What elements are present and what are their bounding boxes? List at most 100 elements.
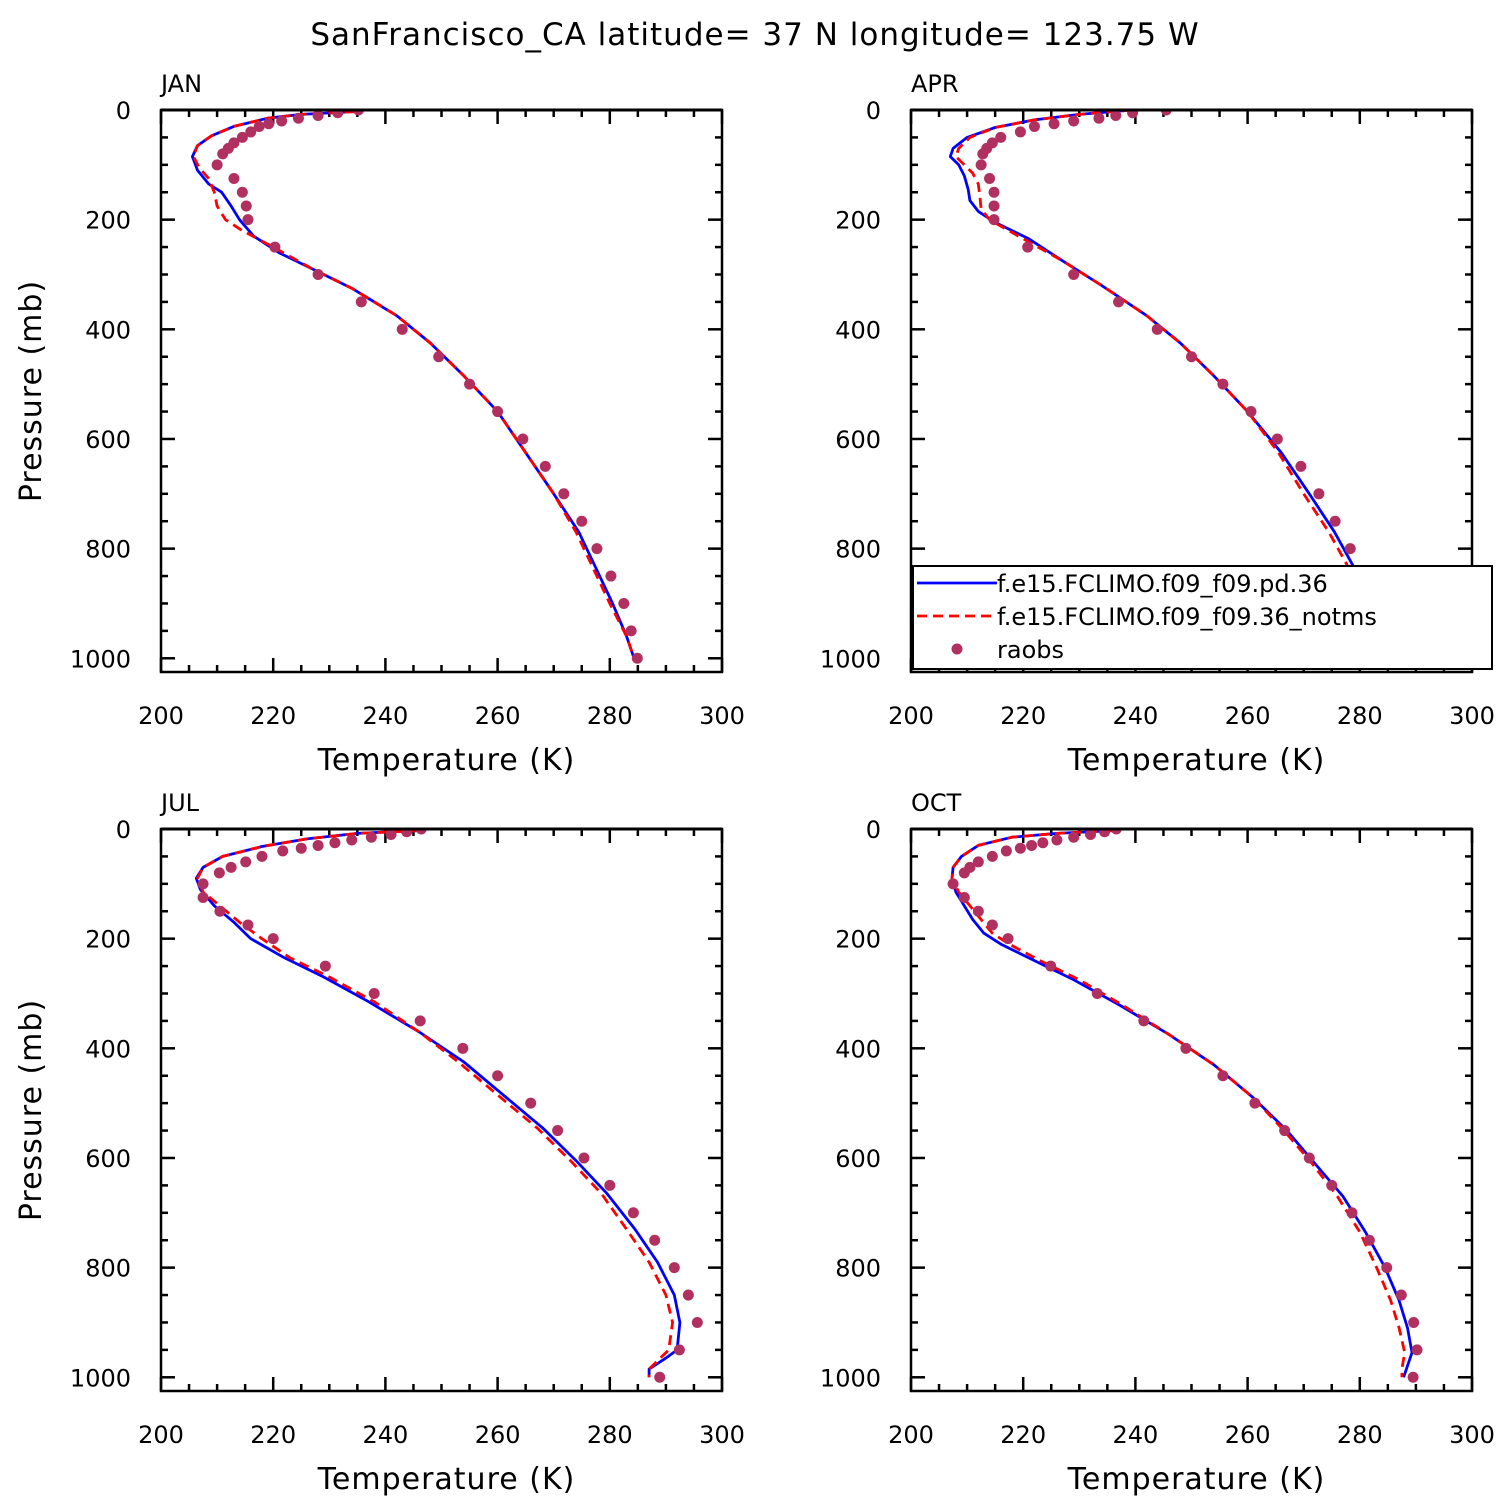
plot-frame <box>159 827 724 1393</box>
raobs-point <box>668 1262 680 1274</box>
notms-line <box>950 829 1407 1378</box>
raobs-point <box>312 839 324 851</box>
raobs-point <box>1363 1234 1375 1246</box>
raobs-point <box>217 148 229 160</box>
raobs-point <box>312 268 324 280</box>
y-tick-label: 400 <box>835 1035 881 1063</box>
panel-label: JUL <box>159 789 200 817</box>
raobs-point <box>396 323 408 335</box>
raobs-point <box>576 515 588 527</box>
raobs-point <box>1113 296 1125 308</box>
raobs-point <box>958 892 970 904</box>
y-tick-label: 0 <box>116 816 131 844</box>
raobs-point <box>988 200 1000 212</box>
x-tick-label: 260 <box>475 702 521 730</box>
legend-label: f.e15.FCLIMO.f09_f09.pd.36 <box>997 570 1328 598</box>
raobs-point <box>691 1316 703 1328</box>
raobs-point <box>1091 987 1103 999</box>
raobs-point <box>1245 406 1257 418</box>
raobs-point <box>263 118 275 130</box>
x-tick-label: 300 <box>1449 702 1495 730</box>
raobs-point <box>947 878 959 890</box>
y-tick-label: 600 <box>835 426 881 454</box>
panel-apr: APR 200 220 240 260 280 300 0 200 400 600 800 1000 Te… <box>820 70 1495 778</box>
raobs-point <box>292 112 304 124</box>
raobs-point <box>276 115 288 127</box>
panel-label: JAN <box>159 70 202 98</box>
plot-area <box>190 110 643 664</box>
plot-area <box>948 110 1398 664</box>
raobs-point <box>1051 834 1063 846</box>
x-tick-label: 280 <box>587 1421 633 1449</box>
x-tick-label: 260 <box>1225 702 1271 730</box>
raobs-point <box>312 110 324 121</box>
raobs-point <box>269 241 281 253</box>
raobs-point <box>240 856 252 868</box>
raobs-point <box>1249 1097 1261 1109</box>
raobs-point <box>1295 460 1307 472</box>
raobs-point <box>1028 120 1040 132</box>
raobs-point <box>1048 118 1060 130</box>
raobs-point <box>682 1289 694 1301</box>
x-tick-label: 200 <box>888 702 934 730</box>
raobs-point <box>492 406 504 418</box>
y-tick-label: 600 <box>85 1145 131 1173</box>
raobs-point <box>1395 1289 1407 1301</box>
raobs-point <box>197 878 209 890</box>
raobs-point <box>385 829 397 840</box>
raobs-point <box>346 834 358 846</box>
raobs-markers <box>947 829 1423 1383</box>
raobs-point <box>253 120 265 132</box>
raobs-point <box>1099 829 1111 838</box>
raobs-point <box>625 625 637 637</box>
raobs-point <box>631 652 643 664</box>
raobs-point <box>464 378 476 390</box>
y-tick-label: 1000 <box>820 1364 881 1392</box>
raobs-point <box>1381 1262 1393 1274</box>
raobs-point <box>1026 839 1038 851</box>
raobs-point <box>1408 1316 1420 1328</box>
x-tick-label: 200 <box>138 702 184 730</box>
x-tick-label: 300 <box>699 702 745 730</box>
raobs-point <box>1085 829 1097 840</box>
raobs-markers <box>975 110 1398 664</box>
raobs-point <box>988 186 1000 198</box>
y-tick-label: 800 <box>85 1255 131 1283</box>
panels: JAN 200 220 240 260 280 300 0 200 400 600 800 1000 Te… <box>14 70 1495 1497</box>
raobs-point <box>211 159 223 171</box>
y-tick-label: 200 <box>835 207 881 235</box>
panel-jul: JUL 200 220 240 260 280 300 0 200 400 600 800 1000 Te… <box>14 789 745 1497</box>
x-tick-label: 200 <box>888 1421 934 1449</box>
raobs-point <box>975 159 987 171</box>
pd-line <box>190 110 637 662</box>
y-tick-label: 400 <box>85 316 131 344</box>
pd-line <box>948 110 1390 662</box>
x-tick-label: 200 <box>138 1421 184 1449</box>
panel-label: OCT <box>911 789 962 817</box>
x-tick-label: 220 <box>250 1421 296 1449</box>
x-tick-label: 220 <box>250 702 296 730</box>
raobs-point <box>1217 1070 1229 1082</box>
x-tick-label: 220 <box>1000 702 1046 730</box>
raobs-markers <box>211 110 643 664</box>
raobs-point <box>1217 378 1229 390</box>
raobs-point <box>277 845 289 857</box>
x-tick-label: 280 <box>1337 702 1383 730</box>
y-axis-label: Pressure (mb) <box>14 999 49 1221</box>
raobs-point <box>236 131 248 143</box>
raobs-point <box>355 296 367 308</box>
raobs-point <box>578 1152 590 1164</box>
raobs-point <box>1329 515 1341 527</box>
raobs-point <box>649 1234 661 1246</box>
x-tick-label: 220 <box>1000 1421 1046 1449</box>
raobs-point <box>539 460 551 472</box>
panel-label: APR <box>911 70 959 98</box>
raobs-point <box>242 919 254 931</box>
raobs-point <box>295 842 307 854</box>
raobs-point <box>1151 323 1163 335</box>
x-tick-label: 260 <box>1225 1421 1271 1449</box>
y-tick-label: 800 <box>835 536 881 564</box>
raobs-point <box>988 214 1000 226</box>
raobs-point <box>1346 1207 1358 1219</box>
raobs-point <box>1407 1371 1419 1383</box>
